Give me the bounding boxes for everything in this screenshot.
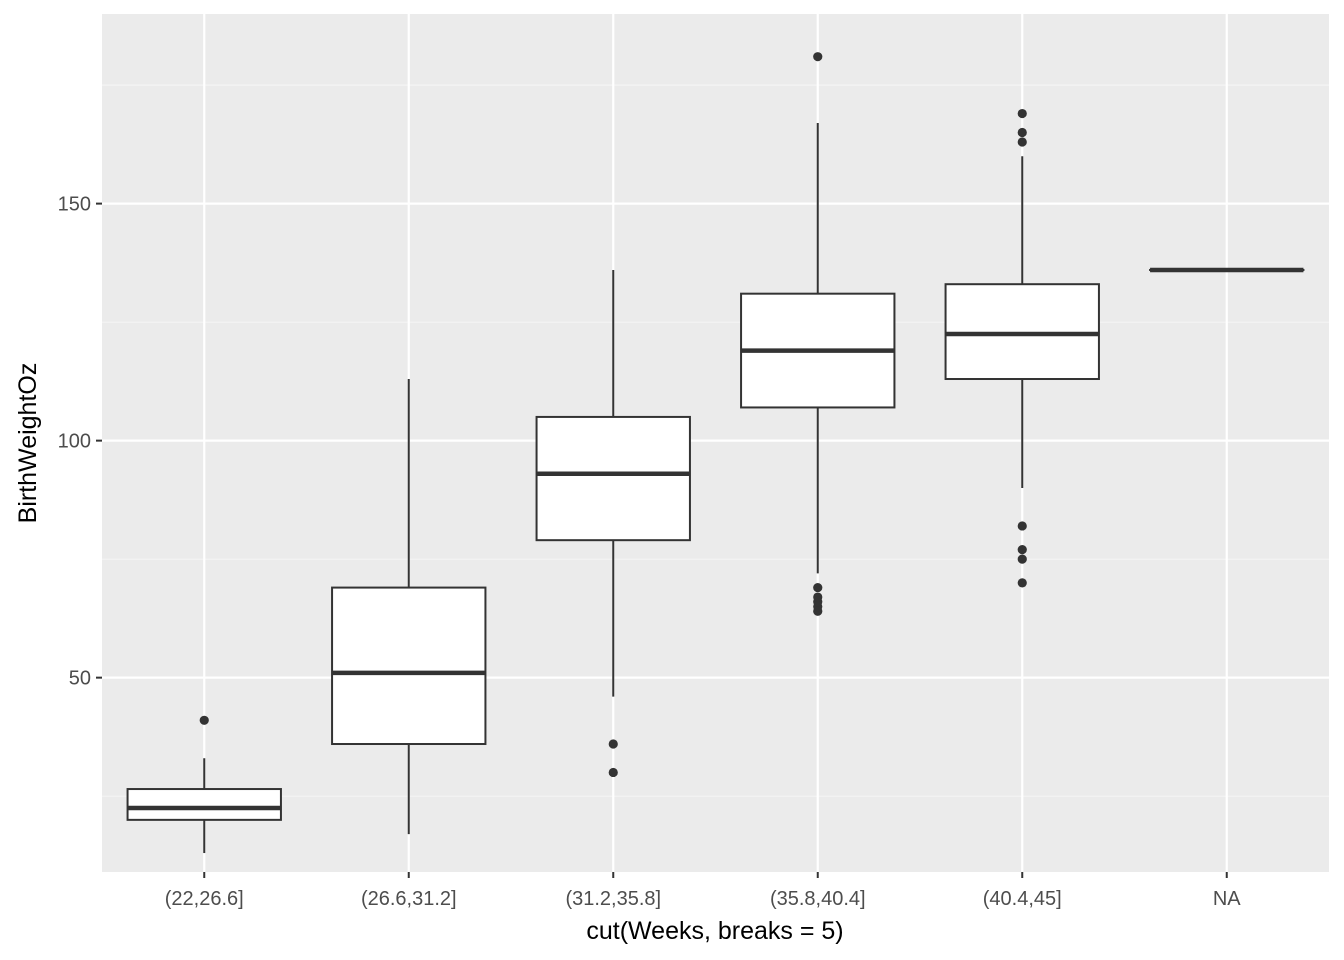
x-tick-label: NA <box>1213 888 1241 910</box>
x-tick-label: (40.4,45] <box>983 888 1062 910</box>
boxes-layer <box>126 52 1305 854</box>
x-tick-label: (35.8,40.4] <box>770 888 866 910</box>
outlier-point <box>813 592 823 602</box>
y-axis: 50 100 150 <box>58 194 102 690</box>
box-group <box>535 269 691 778</box>
outlier-point <box>1017 137 1027 147</box>
outlier-point <box>608 739 618 749</box>
box-group <box>331 379 487 835</box>
box-group <box>126 715 282 854</box>
outlier-point <box>1017 127 1027 138</box>
y-tick-label: 50 <box>69 668 91 690</box>
outlier-point <box>1017 108 1027 119</box>
x-axis: (22,26.6] (26.6,31.2] (31.2,35.8] (35.8,40.… <box>165 872 1241 910</box>
x-tick-label: (31.2,35.8] <box>565 888 661 910</box>
box-iqr <box>331 586 487 746</box>
box-iqr <box>944 283 1100 381</box>
outlier-point <box>1017 554 1027 564</box>
y-tick-label: 100 <box>58 431 91 453</box>
y-axis-title: BirthWeightOz <box>14 363 42 524</box>
outlier-point <box>813 52 823 62</box>
outlier-point <box>199 715 209 725</box>
x-tick-label: (26.6,31.2] <box>361 888 457 910</box>
outlier-point <box>1017 521 1027 531</box>
x-tick-label: (22,26.6] <box>165 888 244 910</box>
outlier-point <box>1017 545 1027 555</box>
box-group <box>944 108 1100 588</box>
box-group <box>740 52 896 616</box>
outlier-point <box>608 767 618 778</box>
box-iqr <box>126 788 282 821</box>
minor-gridlines <box>102 84 1329 797</box>
x-axis-title: cut(Weeks, breaks = 5) <box>586 917 843 945</box>
y-tick-label: 150 <box>58 194 91 216</box>
plot-panel <box>102 14 1329 872</box>
outlier-point <box>1017 578 1027 588</box>
box-iqr <box>535 415 691 542</box>
outlier-point <box>813 582 823 593</box>
